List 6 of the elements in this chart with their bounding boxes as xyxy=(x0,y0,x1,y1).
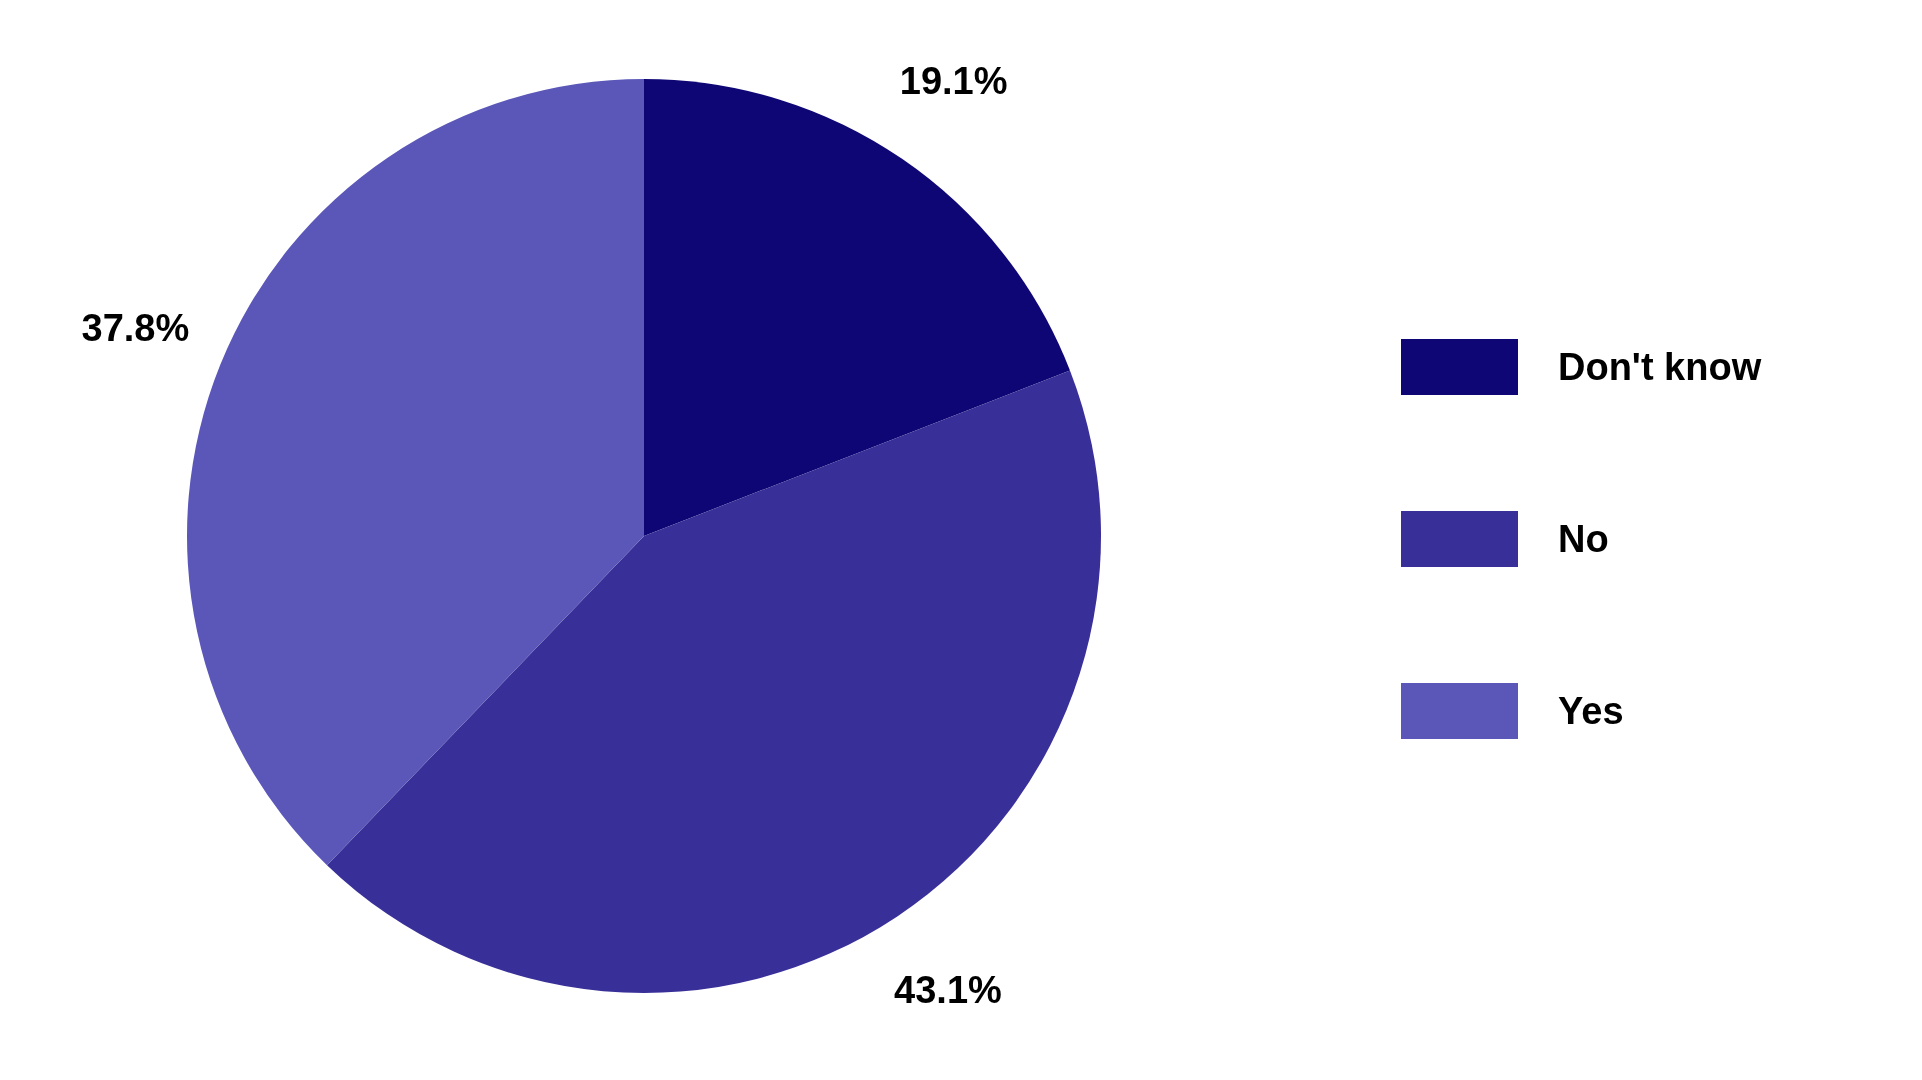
legend-label: No xyxy=(1558,517,1609,561)
data-label: 19.1% xyxy=(899,59,1008,102)
data-label: 43.1% xyxy=(894,968,1002,1011)
data-label: 37.8% xyxy=(81,307,190,350)
legend-label: Yes xyxy=(1558,689,1624,733)
legend-label: Don't know xyxy=(1558,345,1762,389)
